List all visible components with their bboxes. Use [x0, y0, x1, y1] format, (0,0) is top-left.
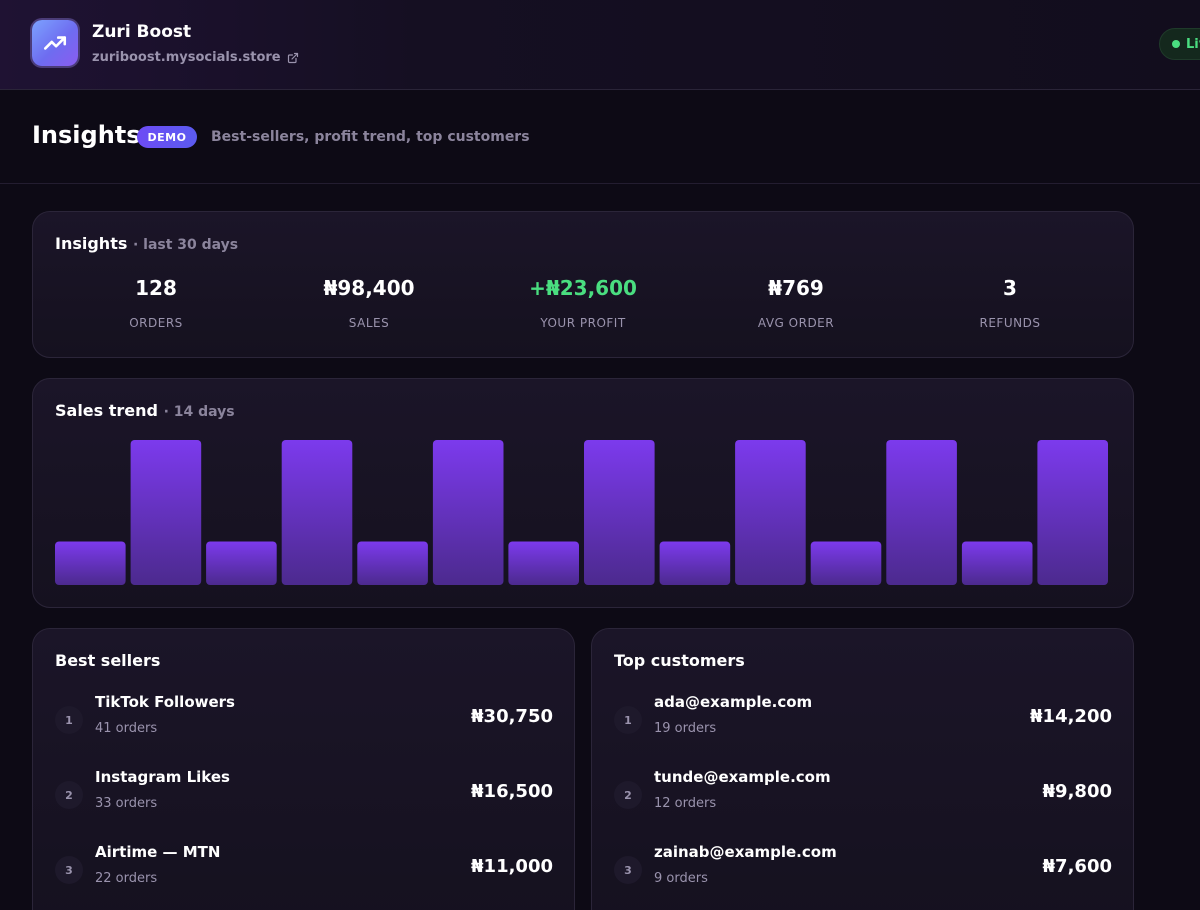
sales-trend-bar-day-4 — [281, 440, 353, 585]
sales-trend-card-title: Sales trend · 14 days — [55, 401, 235, 420]
order-count: 41 orders — [95, 721, 158, 736]
external-link-icon — [287, 52, 298, 63]
stat-value: 3 — [1003, 276, 1017, 300]
trending-up-icon — [32, 20, 78, 66]
page-subtitle: Best-sellers, profit trend, top customer… — [211, 129, 530, 145]
best-seller-row[interactable]: 3 Airtime — MTN 22 orders ₦11,000 — [55, 843, 553, 903]
sales-trend-bar-day-2 — [130, 440, 202, 585]
sales-trend-bar-day-7 — [508, 541, 579, 585]
store-url-text: zuriboost.mysocials.store — [92, 50, 281, 65]
customer-row[interactable]: 2 tunde@example.com 12 orders ₦9,800 — [614, 768, 1112, 828]
stat-value: ₦98,400 — [323, 276, 415, 300]
rank-number: 1 — [55, 706, 83, 734]
insights-title: Insights — [55, 234, 128, 253]
order-count: 19 orders — [654, 721, 717, 736]
stat-orders: 128 ORDERS — [49, 276, 263, 330]
stat-profit: +₦23,600 YOUR PROFIT — [476, 276, 690, 330]
customer-email: zainab@example.com — [654, 843, 837, 861]
sales-trend-title: Sales trend — [55, 401, 158, 420]
rank-number: 2 — [55, 781, 83, 809]
order-count: 33 orders — [95, 796, 158, 811]
customer-spend: ₦14,200 — [1030, 706, 1112, 727]
live-status-label: Live — [1186, 36, 1200, 52]
sales-trend-card: Sales trend · 14 days — [32, 378, 1134, 608]
order-count: 12 orders — [654, 796, 717, 811]
customer-email: tunde@example.com — [654, 768, 831, 786]
page-title: Insights — [32, 121, 141, 149]
sales-trend-bar-day-13 — [961, 541, 1033, 585]
live-status-badge: Live — [1159, 28, 1200, 60]
best-seller-row[interactable]: 2 Instagram Likes 33 orders ₦16,500 — [55, 768, 553, 828]
product-name: Airtime — MTN — [95, 843, 221, 861]
product-revenue: ₦11,000 — [471, 856, 553, 877]
store-name: Zuri Boost — [92, 22, 192, 42]
sales-trend-period: · 14 days — [163, 404, 235, 420]
page-header — [0, 91, 1200, 184]
product-name: TikTok Followers — [95, 693, 235, 711]
stat-label: SALES — [348, 316, 390, 330]
customer-row[interactable]: 1 ada@example.com 19 orders ₦14,200 — [614, 693, 1112, 753]
sales-trend-bar-day-12 — [886, 440, 957, 585]
top-customers-card: Top customers 1 ada@example.com 19 order… — [591, 628, 1134, 910]
rank-number: 3 — [55, 856, 83, 884]
sales-trend-bar-day-6 — [432, 440, 504, 585]
insights-card-title: Insights · last 30 days — [55, 234, 238, 253]
live-dot-icon — [1172, 40, 1180, 48]
sales-trend-bar-day-1 — [55, 541, 126, 585]
customer-row[interactable]: 3 zainab@example.com 9 orders ₦7,600 — [614, 843, 1112, 903]
insights-card: Insights · last 30 days 128 ORDERS ₦98,4… — [32, 211, 1134, 358]
best-seller-row[interactable]: 1 TikTok Followers 41 orders ₦30,750 — [55, 693, 553, 753]
stat-value: +₦23,600 — [529, 276, 637, 300]
rank-number: 3 — [614, 856, 642, 884]
stat-value: 128 — [135, 276, 177, 300]
order-count: 22 orders — [95, 871, 158, 886]
sales-trend-bar-day-8 — [584, 440, 655, 585]
sales-trend-bar-day-9 — [659, 541, 731, 585]
best-sellers-title: Best sellers — [55, 651, 161, 670]
best-sellers-card: Best sellers 1 TikTok Followers 41 order… — [32, 628, 575, 910]
customer-spend: ₦7,600 — [1042, 856, 1112, 877]
insights-period: · last 30 days — [132, 237, 239, 253]
product-revenue: ₦30,750 — [471, 706, 553, 727]
stat-value: ₦769 — [768, 276, 824, 300]
sales-trend-bar-day-10 — [735, 440, 806, 585]
top-bar: Zuri Boost zuriboost.mysocials.store Liv… — [0, 0, 1200, 90]
sales-trend-chart — [55, 440, 1108, 585]
product-revenue: ₦16,500 — [471, 781, 553, 802]
sales-trend-bar-day-5 — [357, 541, 428, 585]
stat-avg-order: ₦769 AVG ORDER — [689, 276, 903, 330]
stat-label: YOUR PROFIT — [540, 316, 626, 330]
order-count: 9 orders — [654, 871, 708, 886]
stat-label: AVG ORDER — [757, 316, 835, 330]
demo-badge: DEMO — [137, 126, 197, 148]
store-url-link[interactable]: zuriboost.mysocials.store — [92, 50, 299, 65]
sales-trend-bar-day-3 — [206, 541, 277, 585]
sales-trend-bar-day-14 — [1037, 440, 1108, 585]
customer-email: ada@example.com — [654, 693, 813, 711]
rank-number: 2 — [614, 781, 642, 809]
stat-refunds: 3 REFUNDS — [903, 276, 1117, 330]
rank-number: 1 — [614, 706, 642, 734]
stat-label: REFUNDS — [979, 316, 1041, 330]
stat-label: ORDERS — [129, 316, 183, 330]
product-name: Instagram Likes — [95, 768, 230, 786]
top-customers-title: Top customers — [614, 651, 745, 670]
sales-trend-bar-day-11 — [810, 541, 882, 585]
customer-spend: ₦9,800 — [1042, 781, 1112, 802]
stat-sales: ₦98,400 SALES — [262, 276, 476, 330]
